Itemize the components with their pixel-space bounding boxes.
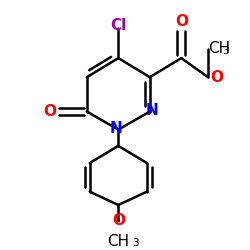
Text: Cl: Cl — [110, 18, 126, 33]
Text: CH: CH — [107, 234, 130, 249]
Text: O: O — [43, 104, 56, 119]
Text: CH: CH — [208, 41, 230, 56]
Text: O: O — [210, 70, 223, 85]
Text: N: N — [110, 121, 123, 136]
Text: 3: 3 — [132, 238, 138, 248]
Text: O: O — [175, 14, 188, 28]
Text: O: O — [112, 213, 125, 228]
Text: N: N — [145, 103, 158, 118]
Text: 3: 3 — [222, 46, 229, 56]
